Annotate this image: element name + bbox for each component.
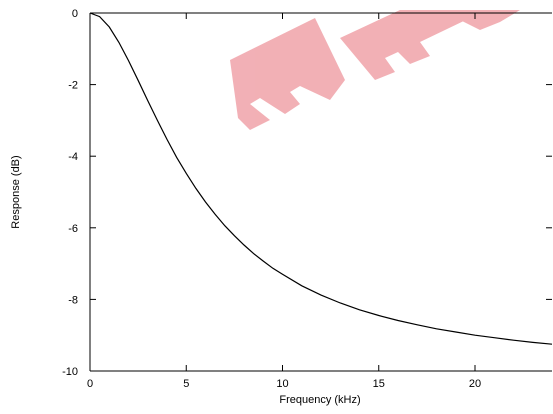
- y-tick-label: -4: [68, 151, 78, 163]
- y-tick-label: -8: [68, 294, 78, 306]
- x-tick-label: 5: [183, 378, 189, 390]
- watermark-logo: [230, 10, 520, 130]
- y-tick-label: -2: [68, 80, 78, 92]
- x-tick-label: 20: [469, 378, 481, 390]
- x-axis-label: Frequency (kHz): [279, 394, 360, 406]
- axis-ticks: 0 -2 -4 -6 -8 -10 0 5 10 15 20: [62, 8, 552, 390]
- watermark-shape: [230, 18, 345, 130]
- watermark-shape: [340, 10, 470, 80]
- y-axis-label: Response (dB): [10, 155, 22, 228]
- y-tick-label: -10: [62, 366, 78, 378]
- watermark-shape: [440, 10, 520, 30]
- x-tick-label: 15: [373, 378, 385, 390]
- response-curve: [89, 12, 553, 345]
- x-tick-label: 0: [87, 378, 93, 390]
- y-tick-label: -6: [68, 223, 78, 235]
- x-tick-label: 10: [276, 378, 288, 390]
- y-tick-label: 0: [72, 8, 78, 20]
